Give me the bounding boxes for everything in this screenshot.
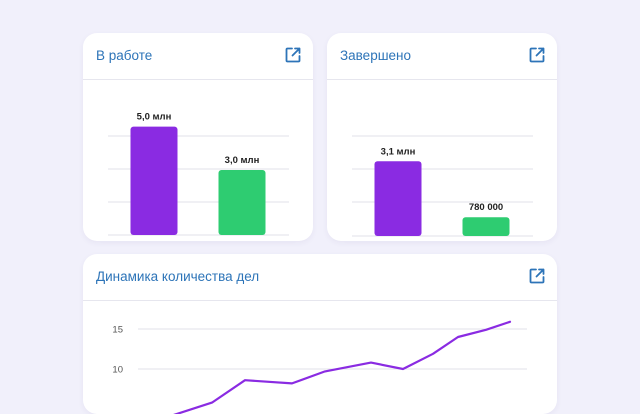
bar	[131, 127, 178, 235]
bar-chart-completed: 3,1 млнЗаявлено780 000Удовлетворено	[327, 80, 557, 241]
card-title: В работе	[96, 48, 152, 63]
bar-value-label: 780 000	[469, 202, 503, 213]
bar-chart-in-work: 5,0 млнЗаявлено3,0 млнУдовлетворено	[83, 80, 313, 241]
y-tick-label: 15	[112, 325, 123, 336]
series-line	[155, 322, 510, 414]
y-tick-label: 10	[112, 365, 123, 376]
bar-value-label: 5,0 млн	[137, 112, 172, 123]
card-header: Динамика количества дел	[83, 254, 557, 301]
card-title: Динамика количества дел	[96, 269, 259, 284]
bar	[463, 217, 510, 236]
card-in-work: В работе 5,0 млнЗаявлено3,0 млнУдовлетво…	[83, 33, 313, 241]
bar-value-label: 3,0 млн	[225, 155, 260, 166]
bar	[375, 161, 422, 236]
external-link-icon[interactable]	[528, 46, 546, 64]
card-completed: Завершено 3,1 млнЗаявлено780 000Удовлетв…	[327, 33, 557, 241]
card-header: Завершено	[327, 33, 557, 80]
bar	[219, 170, 266, 235]
bar-value-label: 3,1 млн	[381, 146, 416, 157]
card-header: В работе	[83, 33, 313, 80]
card-title: Завершено	[340, 48, 411, 63]
external-link-icon[interactable]	[528, 267, 546, 285]
external-link-icon[interactable]	[284, 46, 302, 64]
